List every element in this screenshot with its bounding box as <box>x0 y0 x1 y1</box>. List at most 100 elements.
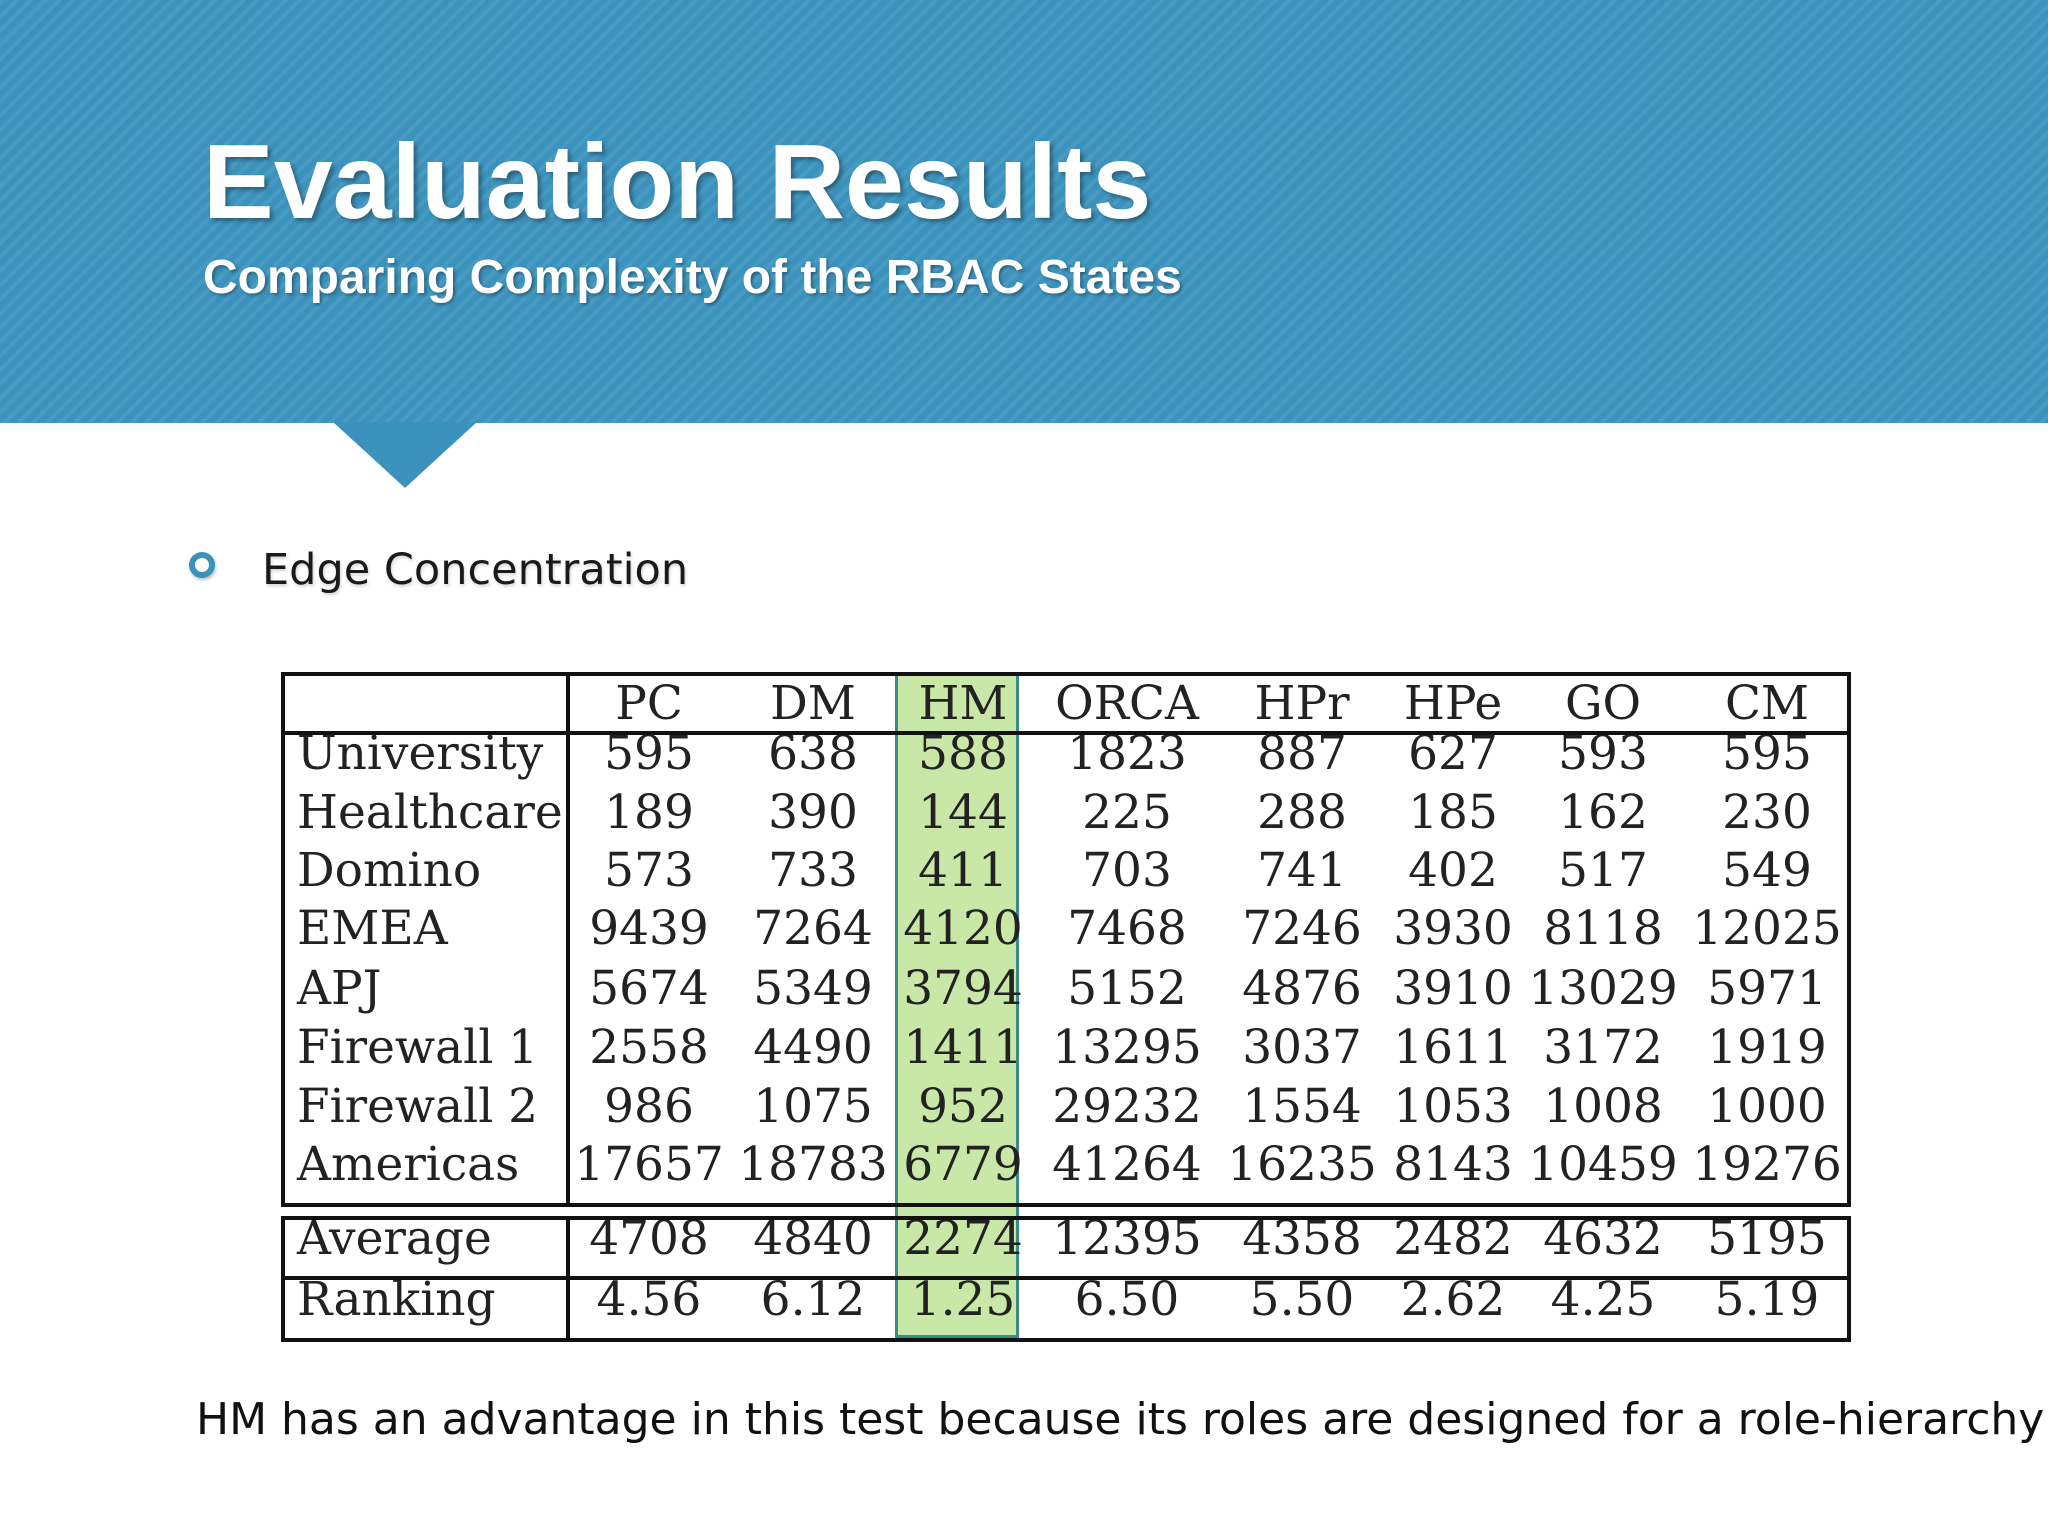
summary-cell: 12395 <box>1052 1211 1202 1266</box>
column-header-pc: PC <box>615 676 683 731</box>
summary-cell: 4.25 <box>1550 1272 1656 1327</box>
row-label: University <box>297 726 544 781</box>
table-cell: 5971 <box>1707 961 1827 1016</box>
table-cell: 588 <box>918 726 1008 781</box>
table-cell: 627 <box>1408 726 1498 781</box>
table-cell: 1008 <box>1543 1079 1663 1134</box>
column-header-hm: HM <box>918 676 1008 731</box>
column-header-hpr: HPr <box>1254 676 1350 731</box>
table-cell: 952 <box>918 1079 1008 1134</box>
table-cell: 17657 <box>574 1137 724 1192</box>
summary-rule <box>281 1276 1851 1280</box>
summary-cell: 2482 <box>1393 1211 1513 1266</box>
column-header-dm: DM <box>770 676 856 731</box>
summary-cell: 4632 <box>1543 1211 1663 1266</box>
summary-label: Ranking <box>297 1272 496 1327</box>
table-cell: 1000 <box>1707 1079 1827 1134</box>
table-cell: 1823 <box>1067 726 1187 781</box>
label-column-rule-main <box>566 672 570 1207</box>
table-cell: 8118 <box>1543 901 1663 956</box>
bullet-ring-icon <box>189 552 215 578</box>
row-label: Firewall 1 <box>297 1020 539 1075</box>
table-cell: 595 <box>1722 726 1812 781</box>
slide-title: Evaluation Results <box>203 123 1152 241</box>
header-rule <box>281 731 1851 735</box>
column-header-orca: ORCA <box>1055 676 1199 731</box>
table-cell: 593 <box>1558 726 1648 781</box>
table-cell: 10459 <box>1528 1137 1678 1192</box>
table-cell: 3794 <box>903 961 1023 1016</box>
summary-cell: 4358 <box>1242 1211 1362 1266</box>
bullet-text: Edge Concentration <box>262 545 689 595</box>
row-label: Firewall 2 <box>297 1079 539 1134</box>
results-table: PC DM HM ORCA HPr HPe GO CM University 595 638 588 1… <box>281 672 1851 1342</box>
row-label: Domino <box>297 843 482 898</box>
footnote: HM has an advantage in this test because… <box>196 1394 2045 1445</box>
table-cell: 162 <box>1558 785 1648 840</box>
column-header-cm: CM <box>1724 676 1810 731</box>
summary-cell: 2.62 <box>1400 1272 1506 1327</box>
table-cell: 5349 <box>753 961 873 1016</box>
table-cell: 4490 <box>753 1020 873 1075</box>
table-cell: 1075 <box>753 1079 873 1134</box>
table-cell: 549 <box>1722 843 1812 898</box>
table-cell: 185 <box>1408 785 1498 840</box>
table-cell: 1053 <box>1393 1079 1513 1134</box>
table-cell: 703 <box>1082 843 1172 898</box>
table-cell: 3930 <box>1393 901 1513 956</box>
table-cell: 3037 <box>1242 1020 1362 1075</box>
row-label: APJ <box>297 961 382 1016</box>
table-cell: 189 <box>604 785 694 840</box>
table-cell: 288 <box>1257 785 1347 840</box>
table-cell: 3910 <box>1393 961 1513 1016</box>
label-column-rule-summary <box>566 1216 570 1342</box>
summary-cell: 4840 <box>753 1211 873 1266</box>
table-cell: 8143 <box>1393 1137 1513 1192</box>
table-cell: 1411 <box>903 1020 1023 1075</box>
table-cell: 144 <box>918 785 1008 840</box>
table-cell: 13029 <box>1528 961 1678 1016</box>
table-cell: 411 <box>918 843 1008 898</box>
table-cell: 6779 <box>903 1137 1023 1192</box>
table-cell: 573 <box>604 843 694 898</box>
table-cell: 225 <box>1082 785 1172 840</box>
table-cell: 1919 <box>1707 1020 1827 1075</box>
table-cell: 41264 <box>1052 1137 1202 1192</box>
table-cell: 9439 <box>589 901 709 956</box>
table-cell: 13295 <box>1052 1020 1202 1075</box>
hm-column-highlight <box>895 672 1019 1338</box>
table-cell: 5152 <box>1067 961 1187 1016</box>
table-cell: 638 <box>768 726 858 781</box>
table-cell: 986 <box>604 1079 694 1134</box>
column-header-go: GO <box>1564 676 1642 731</box>
table-cell: 741 <box>1257 843 1347 898</box>
table-cell: 7246 <box>1242 901 1362 956</box>
summary-cell: 4708 <box>589 1211 709 1266</box>
row-label: EMEA <box>297 901 448 956</box>
summary-cell: 1.25 <box>910 1272 1016 1327</box>
table-cell: 733 <box>768 843 858 898</box>
table-cell: 29232 <box>1052 1079 1202 1134</box>
table-cell: 19276 <box>1692 1137 1842 1192</box>
table-cell: 16235 <box>1227 1137 1377 1192</box>
summary-cell: 5.19 <box>1714 1272 1820 1327</box>
summary-cell: 4.56 <box>596 1272 702 1327</box>
row-label: Healthcare <box>297 785 563 840</box>
summary-cell: 6.50 <box>1074 1272 1180 1327</box>
table-cell: 1554 <box>1242 1079 1362 1134</box>
table-cell: 390 <box>768 785 858 840</box>
table-cell: 4876 <box>1242 961 1362 1016</box>
summary-cell: 6.12 <box>760 1272 866 1327</box>
summary-label: Average <box>297 1211 492 1266</box>
summary-cell: 5.50 <box>1249 1272 1355 1327</box>
table-cell: 1611 <box>1393 1020 1513 1075</box>
table-cell: 887 <box>1257 726 1347 781</box>
table-cell: 402 <box>1408 843 1498 898</box>
summary-cell: 2274 <box>903 1211 1023 1266</box>
header-notch <box>333 422 477 488</box>
table-cell: 2558 <box>589 1020 709 1075</box>
header-band <box>0 0 2048 423</box>
table-cell: 3172 <box>1543 1020 1663 1075</box>
table-cell: 5674 <box>589 961 709 1016</box>
table-cell: 595 <box>604 726 694 781</box>
